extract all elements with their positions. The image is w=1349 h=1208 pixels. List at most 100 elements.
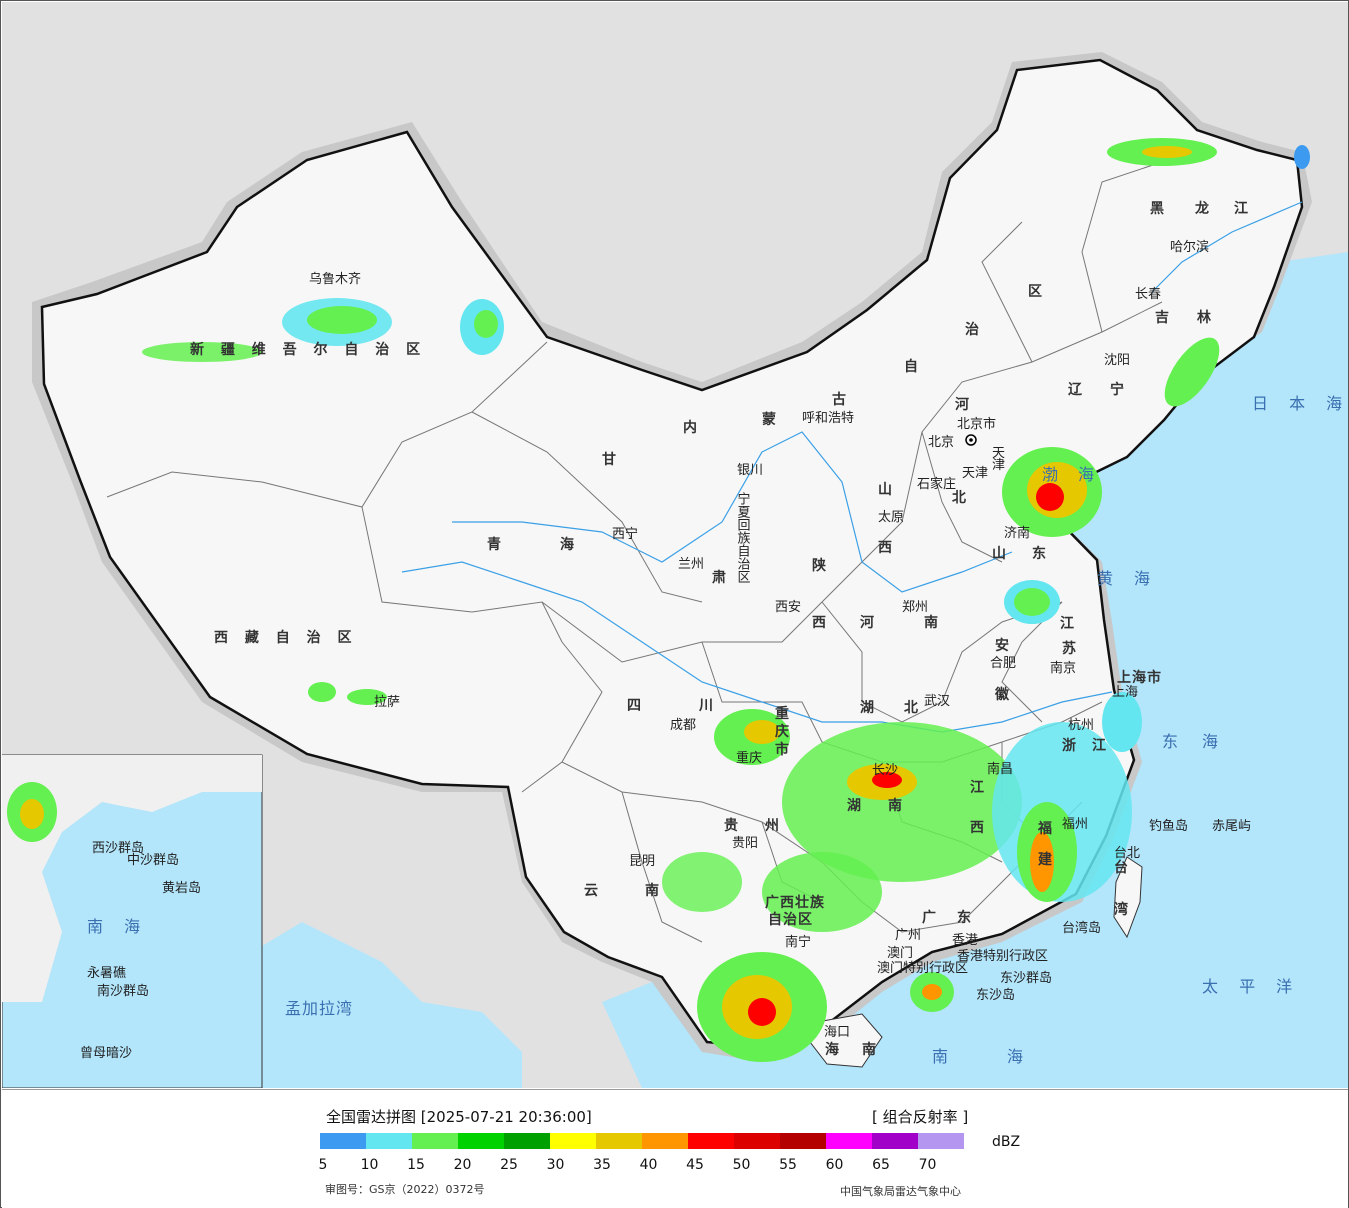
city-nanning: 南宁	[785, 934, 811, 950]
city-dongsha-island: 东沙岛	[976, 987, 1015, 1003]
legend-tick-3: 20	[453, 1157, 472, 1173]
inset-xisha: 西沙群岛	[92, 840, 144, 856]
label-tian: 天	[992, 446, 1005, 461]
label-xizang: 西 藏 自 治 区	[214, 629, 358, 646]
city-guiyang: 贵阳	[732, 836, 758, 851]
city-changchun: 长春	[1135, 287, 1161, 302]
south-china-sea-inset	[2, 754, 263, 1088]
label-zhi: 治	[965, 321, 985, 338]
sea-huang: 黄	[1097, 569, 1121, 588]
label-hu-hun: 湖	[847, 798, 867, 814]
label-shanghai-shi: 上海市	[1117, 669, 1162, 686]
label-nan-hun: 南	[888, 797, 908, 814]
legend-tick-13: 70	[918, 1157, 937, 1173]
legend-tick-2: 15	[407, 1157, 425, 1173]
city-yinchuan: 银川	[737, 463, 763, 478]
label-qu: 区	[1028, 284, 1048, 300]
legend-color-11	[826, 1133, 872, 1149]
city-xining: 西宁	[612, 526, 638, 542]
city-lhasa: 拉萨	[374, 695, 400, 710]
mosaic-title: 全国雷达拼图 [2025-07-21 20:36:00]	[326, 1108, 592, 1126]
label-long: 龙	[1194, 200, 1215, 217]
label-xi-sx: 西	[878, 540, 898, 556]
sea-pacific: 太 平 洋	[1202, 977, 1300, 996]
legend-tick-5: 30	[546, 1157, 565, 1173]
city-shenyang: 沈阳	[1104, 353, 1130, 368]
legend-panel: 全国雷达拼图 [2025-07-21 20:36:00] [ 组合反射率 ] d…	[2, 1089, 1348, 1208]
sea-bay-of-bengal	[252, 922, 522, 1088]
city-tianjin: 天津	[962, 466, 988, 481]
label-zi: 自	[904, 358, 924, 375]
city-diaoyudao: 钓鱼岛	[1149, 818, 1188, 834]
sea-japan: 日 本 海	[1252, 394, 1348, 413]
legend-color-13	[918, 1133, 964, 1149]
city-chongqing: 重庆	[736, 750, 762, 766]
legend-color-4	[504, 1133, 550, 1149]
sea-hai-nan: 海	[1007, 1047, 1031, 1066]
legend-color-8	[688, 1133, 734, 1149]
inset-nansha: 南沙群岛	[97, 983, 149, 999]
review-number: 审图号：GS京（2022）0372号	[325, 1183, 485, 1196]
label-jiang-hlj: 江	[1234, 200, 1254, 217]
label-dong-gd: 东	[957, 909, 977, 926]
sea-bengal: 孟加拉湾	[285, 999, 353, 1018]
city-chiweiyu: 赤尾屿	[1212, 819, 1251, 834]
label-xi-shaan: 西	[812, 615, 832, 631]
legend-tick-1: 10	[360, 1157, 379, 1173]
city-shanghai: 上海	[1112, 685, 1138, 700]
label-su: 肃	[712, 569, 732, 586]
label-tai: 台	[1114, 859, 1134, 876]
legend-color-7	[642, 1133, 688, 1149]
label-jian: 建	[1038, 851, 1058, 868]
rivers	[401, 201, 1303, 733]
label-guangxi: 广西壮族	[765, 894, 825, 911]
label-zhe: 浙	[1062, 737, 1082, 754]
taiwan-island	[1113, 856, 1143, 939]
label-chuan: 川	[698, 698, 719, 714]
city-changsha: 长沙	[872, 763, 898, 778]
label-chong: 重	[775, 705, 795, 722]
label-shi-cq: 市	[775, 741, 795, 758]
legend-color-6	[596, 1133, 642, 1149]
sea-hai-bo: 海	[1078, 465, 1102, 484]
city-jinan: 济南	[1004, 525, 1030, 541]
label-nan-hainan: 南	[862, 1041, 882, 1058]
label-gan: 甘	[602, 451, 622, 468]
radar-map: 新 疆 维 吾 尔 自 治 区 西 藏 自 治 区 青 海 甘 肃 四 川 云 …	[2, 2, 1348, 1088]
label-an: 安	[995, 637, 1015, 654]
city-haikou: 海口	[824, 1025, 850, 1040]
label-wan: 湾	[1114, 901, 1134, 918]
label-nan-hn: 南	[924, 614, 944, 631]
city-zhengzhou: 郑州	[902, 600, 928, 615]
legend-tick-11: 60	[825, 1157, 844, 1173]
label-meng: 蒙	[762, 411, 782, 428]
label-zhou: 州	[764, 818, 785, 834]
label-lin: 林	[1197, 309, 1217, 326]
label-hk-sar: 香港特别行政区	[957, 949, 1048, 964]
sea-nan: 南	[932, 1047, 956, 1066]
city-taipei: 台北	[1114, 846, 1140, 861]
label-shaan: 陕	[812, 557, 832, 574]
city-hangzhou: 杭州	[1068, 718, 1094, 733]
label-ji: 吉	[1155, 309, 1175, 326]
legend-color-9	[734, 1133, 780, 1149]
legend-color-12	[872, 1133, 918, 1149]
unit-label: dBZ	[992, 1134, 1021, 1150]
label-xi-jx: 西	[970, 820, 990, 836]
label-nei: 内	[683, 419, 703, 436]
legend-color-1	[366, 1133, 412, 1149]
radar-echoes	[7, 138, 1310, 1062]
city-nanchang: 南昌	[987, 761, 1013, 777]
color-scale-bar	[320, 1133, 964, 1149]
label-jiang-js: 江	[1060, 615, 1080, 632]
label-ningxia: 宁夏回族自治区	[735, 491, 751, 583]
product-name: [ 组合反射率 ]	[872, 1108, 969, 1126]
label-bei: 北	[952, 490, 972, 506]
legend-tick-12: 65	[872, 1157, 890, 1173]
label-he-hb: 河	[955, 396, 975, 413]
map-canvas: 新 疆 维 吾 尔 自 治 区 西 藏 自 治 区 青 海 甘 肃 四 川 云 …	[2, 52, 1348, 1088]
city-lanzhou: 兰州	[678, 557, 704, 572]
capital-marker-dot	[969, 438, 973, 442]
legend-tick-7: 40	[639, 1157, 658, 1173]
